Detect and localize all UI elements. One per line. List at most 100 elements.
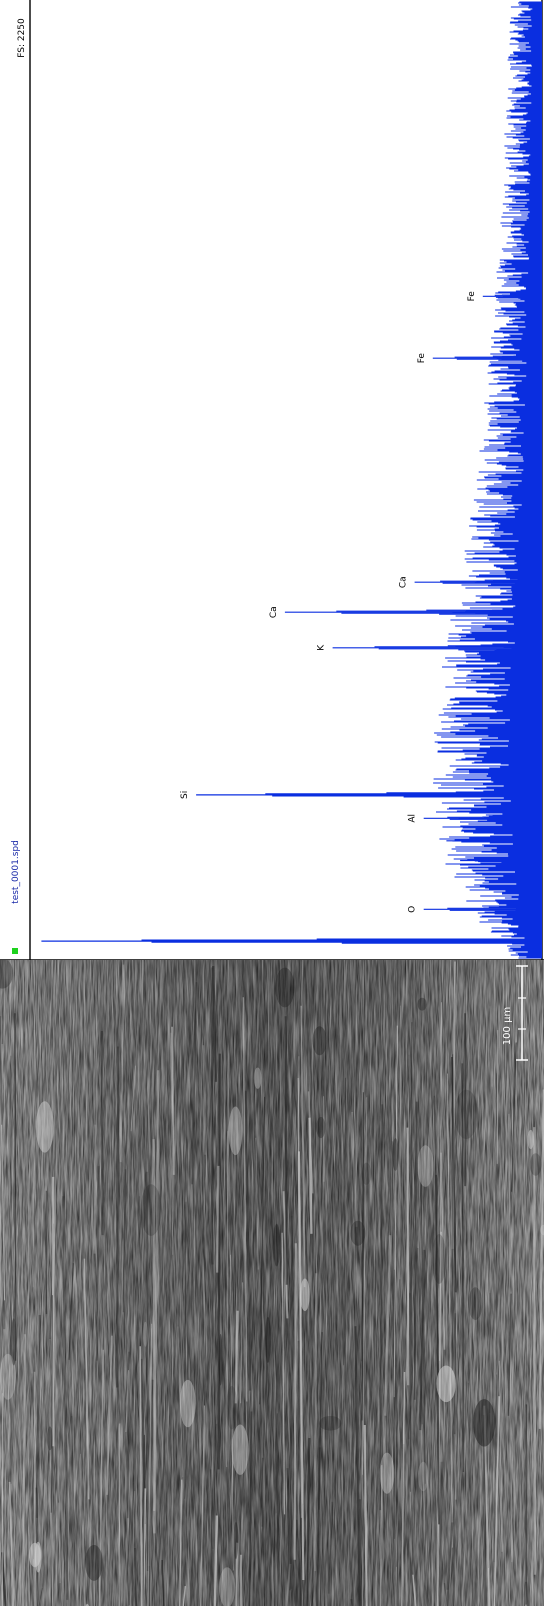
fiber-streak	[38, 1588, 43, 1606]
surface-particle	[468, 1287, 483, 1320]
scale-bar-label: 100 µm	[502, 1007, 513, 1045]
status-indicator	[12, 948, 18, 954]
fiber-streak	[412, 1574, 417, 1606]
fiber-streak	[200, 1405, 205, 1606]
fiber-streak	[285, 1563, 292, 1606]
fiber-streak	[300, 1005, 306, 1288]
fiber-streak	[57, 1502, 61, 1584]
surface-particle	[0, 1353, 16, 1400]
fiber-streak	[0, 1043, 4, 1339]
fiber-streak	[507, 1293, 512, 1416]
surface-particle	[34, 1541, 42, 1573]
fiber-streak	[293, 1243, 297, 1560]
surface-particle	[527, 1129, 534, 1150]
fiber-streak	[379, 1104, 383, 1511]
fiber-streak	[316, 1447, 321, 1606]
fiber-streak	[407, 1293, 411, 1440]
fiber-streak	[446, 1522, 454, 1590]
fiber-streak	[379, 1465, 383, 1606]
surface-particle	[273, 1223, 281, 1267]
fiber-streak	[343, 1077, 346, 1366]
fiber-streak	[391, 1141, 396, 1539]
fiber-streak	[93, 1124, 97, 1254]
fiber-streak	[453, 1434, 457, 1500]
fiber-streak	[145, 1171, 149, 1572]
surface-particle	[529, 1153, 542, 1176]
fiber-streak	[33, 1371, 37, 1606]
surface-particle	[231, 1424, 249, 1475]
filename-label: test_0001.spd	[11, 840, 21, 904]
fiber-streak	[439, 1002, 443, 1361]
fiber-streak	[298, 1151, 305, 1581]
surface-particle	[350, 1220, 366, 1246]
fiber-streak	[419, 1249, 426, 1431]
fiber-streak	[440, 1152, 446, 1350]
fiber-streak	[116, 1046, 120, 1388]
surface-particle	[316, 1116, 326, 1139]
fiber-streak	[493, 1374, 498, 1563]
peak-label: Fe	[467, 291, 477, 302]
surface-particle	[143, 1321, 148, 1347]
surface-particle	[361, 1162, 372, 1185]
surface-particle	[319, 1416, 342, 1431]
fiber-streak	[153, 1070, 160, 1511]
fiber-streak	[361, 1092, 365, 1421]
peak-label: Ca	[399, 576, 409, 588]
fiber-streak	[255, 1137, 259, 1270]
fiber-streak	[524, 1581, 530, 1606]
fiber-streak	[118, 1423, 121, 1606]
fs-label: FS: 2250	[17, 18, 27, 58]
fiber-streak	[363, 1424, 368, 1606]
fiber-streak	[406, 1127, 410, 1386]
fiber-streak	[452, 1313, 457, 1606]
fiber-streak	[244, 1090, 252, 1391]
surface-particle	[379, 1452, 395, 1494]
fiber-streak	[393, 1025, 398, 1398]
fiber-streak	[399, 1005, 401, 1280]
fiber-streak	[14, 1013, 17, 1361]
fiber-streak	[318, 1332, 323, 1510]
surface-particle	[265, 1316, 271, 1363]
fiber-streak	[240, 1282, 244, 1404]
fiber-streak	[242, 997, 248, 1402]
surface-particle	[454, 1089, 479, 1139]
surface-particle	[312, 1026, 327, 1056]
fiber-streak	[134, 1547, 137, 1606]
fiber-streak	[161, 1559, 165, 1606]
fiber-streak	[50, 1512, 54, 1606]
fiber-streak	[354, 1326, 361, 1606]
surface-particle	[436, 1365, 456, 1403]
fiber-streak	[447, 1073, 453, 1548]
surface-particle	[226, 1386, 238, 1430]
fiber-streak	[62, 1196, 69, 1600]
surface-particle	[228, 1106, 243, 1156]
fiber-streak	[100, 1030, 104, 1236]
fiber-streak	[495, 1073, 498, 1457]
fiber-streak	[130, 1065, 136, 1132]
fiber-streak	[413, 1101, 418, 1400]
fiber-streak	[106, 1335, 113, 1495]
fiber-streak	[51, 1295, 53, 1606]
surface-particle	[275, 967, 295, 1008]
fiber-streak	[234, 1310, 239, 1404]
fiber-streak	[139, 1346, 143, 1606]
fiber-streak	[171, 1026, 175, 1175]
surface-particle	[417, 997, 427, 1011]
fiber-streak	[311, 1571, 317, 1606]
fiber-streak	[152, 1139, 156, 1534]
fiber-streak	[296, 1056, 300, 1520]
fiber-streak	[284, 1016, 288, 1285]
surface-particle	[10, 1318, 17, 1366]
peak-label: Si	[180, 791, 190, 799]
surface-particle	[431, 1234, 447, 1284]
fiber-streak	[216, 1165, 220, 1273]
surface-particle	[28, 1542, 41, 1568]
fiber-streak	[467, 1382, 474, 1606]
fiber-streak	[323, 1096, 325, 1182]
fiber-streak	[281, 1232, 286, 1515]
fiber-streak	[401, 1371, 406, 1606]
fiber-streak	[408, 1054, 414, 1435]
fiber-streak	[511, 1042, 517, 1192]
fiber-streak	[31, 1373, 34, 1560]
fiber-streak	[308, 1117, 313, 1234]
